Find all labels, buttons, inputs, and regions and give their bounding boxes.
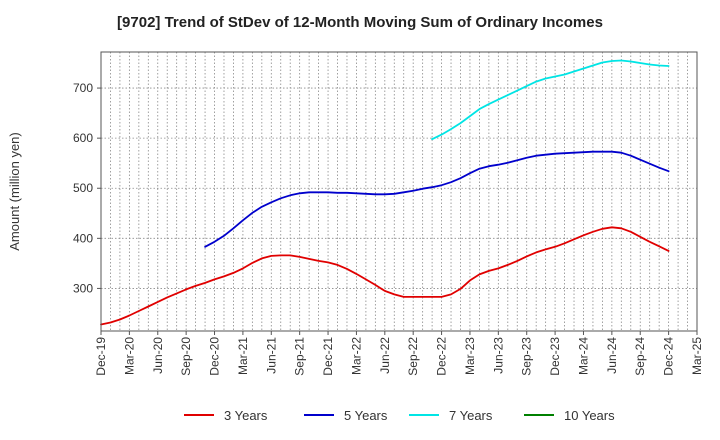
x-tick-label: Sep-22: [406, 337, 420, 376]
x-tick-label: Mar-22: [349, 337, 363, 375]
plot-frame: [100, 51, 698, 332]
x-tick-label: Mar-21: [236, 337, 250, 375]
x-tick-label: Dec-19: [94, 337, 108, 376]
series-line-7-years: [431, 59, 670, 141]
x-tick-label: Mar-20: [122, 337, 136, 375]
legend-label: 5 Years: [344, 408, 388, 423]
chart-title: [9702] Trend of StDev of 12-Month Moving…: [117, 14, 603, 31]
x-tick-label: Sep-23: [520, 337, 534, 376]
series-line-5-years: [204, 150, 670, 248]
y-tick-label: 400: [73, 231, 93, 245]
x-tick-label: Jun-24: [605, 337, 619, 374]
x-tick-label: Dec-22: [435, 337, 449, 376]
legend-label: 7 Years: [449, 408, 493, 423]
series-lines: [100, 59, 670, 326]
y-tick-label: 300: [73, 281, 93, 295]
y-tick-labels: 300 400 500 600 700: [73, 81, 101, 295]
x-tick-label: Mar-24: [576, 337, 590, 375]
x-tick-label: Jun-22: [378, 337, 392, 374]
x-tick-labels: Dec-19 Mar-20 Jun-20 Sep-20 Dec-20 Mar-21 Jun-…: [94, 331, 704, 376]
x-tick-label: Dec-21: [321, 337, 335, 376]
y-tick-label: 700: [73, 81, 93, 95]
x-tick-label: Sep-20: [179, 337, 193, 376]
legend: 3 Years 5 Years 7 Years 10 Years: [184, 408, 615, 423]
x-tick-label: Dec-24: [662, 337, 676, 376]
grid: [101, 52, 697, 331]
series-line-3-years: [100, 226, 670, 326]
x-tick-label: Dec-20: [208, 337, 222, 376]
legend-label: 10 Years: [564, 408, 615, 423]
y-tick-label: 500: [73, 181, 93, 195]
x-tick-label: Sep-24: [633, 337, 647, 376]
x-tick-label: Jun-23: [491, 337, 505, 374]
x-tick-label: Jun-21: [264, 337, 278, 374]
y-tick-label: 600: [73, 131, 93, 145]
y-axis-title: Amount (million yen): [7, 132, 22, 251]
x-tick-label: Jun-20: [151, 337, 165, 374]
legend-label: 3 Years: [224, 408, 268, 423]
x-tick-label: Sep-21: [293, 337, 307, 376]
x-tick-label: Mar-25: [690, 337, 704, 375]
x-tick-label: Dec-23: [548, 337, 562, 376]
x-tick-label: Mar-23: [463, 337, 477, 375]
